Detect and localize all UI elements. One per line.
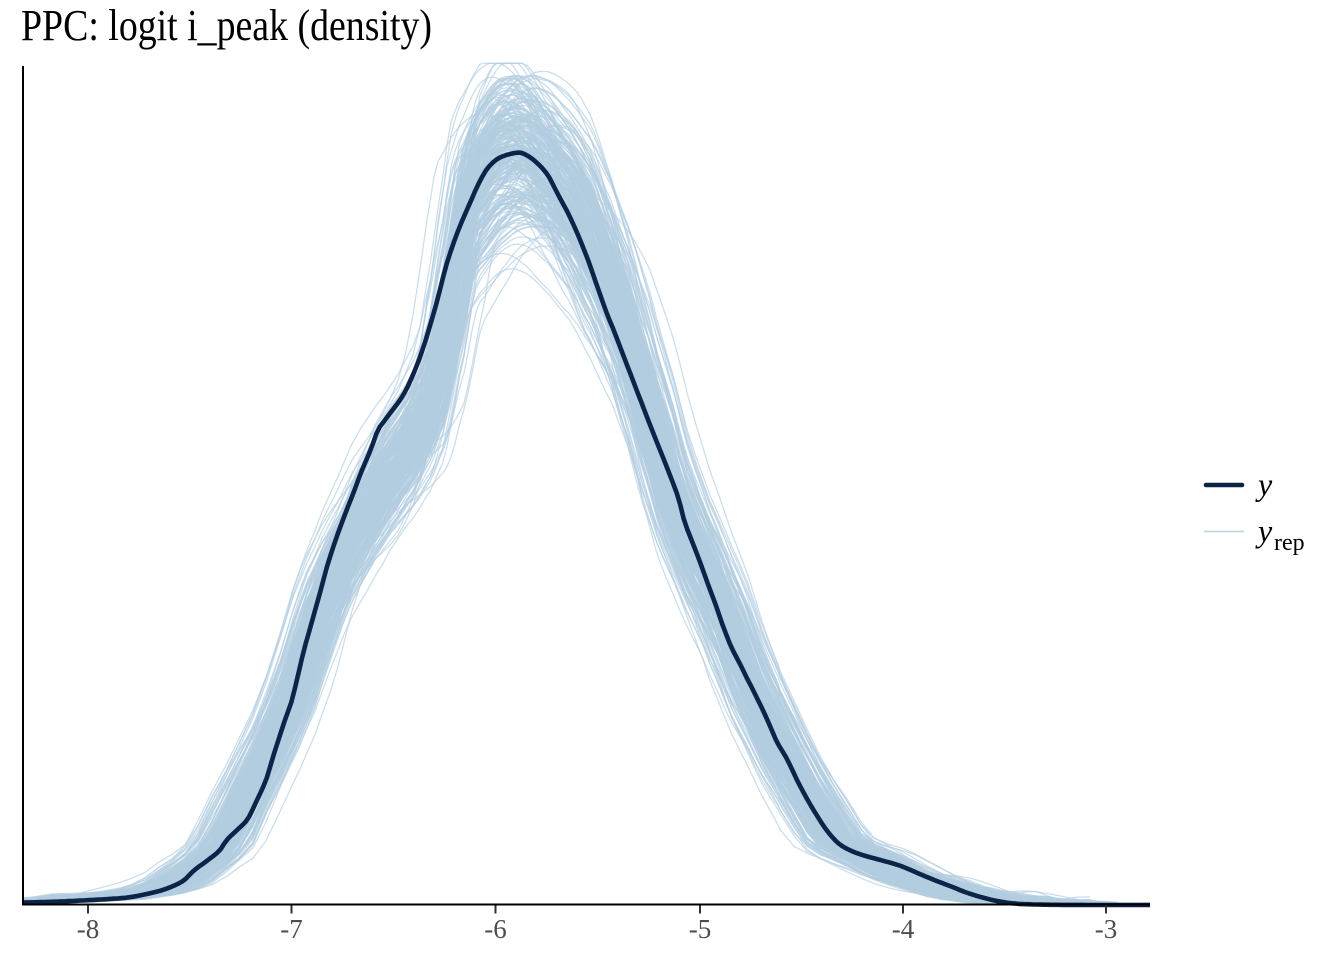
svg-text:PPC: logit i_peak (density): PPC: logit i_peak (density) xyxy=(21,1,432,50)
svg-text:-8: -8 xyxy=(77,914,100,944)
svg-text:rep: rep xyxy=(1274,530,1305,556)
svg-text:-5: -5 xyxy=(689,914,712,944)
svg-text:-6: -6 xyxy=(484,914,507,944)
svg-text:y: y xyxy=(1255,513,1273,549)
svg-text:-4: -4 xyxy=(892,914,915,944)
svg-text:-3: -3 xyxy=(1095,914,1118,944)
svg-text:y: y xyxy=(1255,466,1273,502)
svg-text:-7: -7 xyxy=(280,914,303,944)
